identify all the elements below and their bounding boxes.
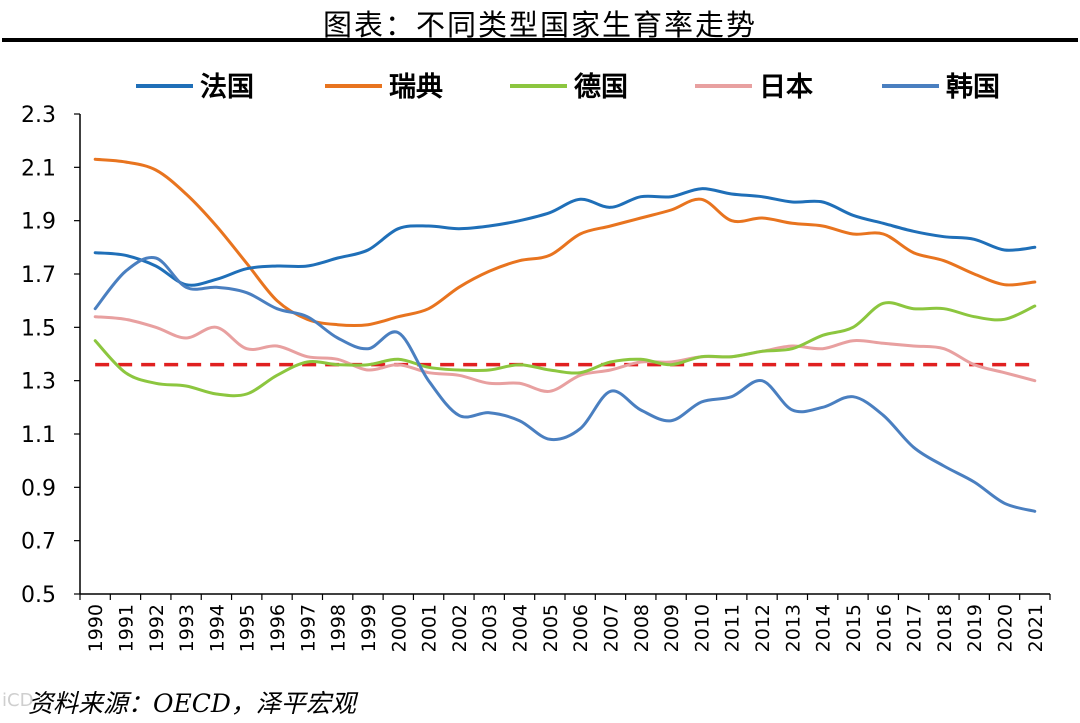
legend-label: 法国 xyxy=(200,72,254,103)
y-tick-label: 1.3 xyxy=(21,370,56,395)
x-tick-label: 2014 xyxy=(813,604,835,652)
x-tick-label: 2017 xyxy=(904,604,926,652)
x-tick-label: 2016 xyxy=(873,604,895,652)
x-tick-label: 2008 xyxy=(631,604,653,652)
x-tick-label: 2010 xyxy=(691,604,713,652)
chart-title: 图表：不同类型国家生育率走势 xyxy=(322,8,757,42)
series-line xyxy=(93,187,1037,287)
legend-label: 韩国 xyxy=(946,72,1000,103)
x-tick-label: 1994 xyxy=(206,604,228,652)
title-divider xyxy=(2,38,1078,42)
y-tick-label: 1.1 xyxy=(21,423,56,448)
legend: 法国 瑞典 德国 日本 韩国 xyxy=(136,72,1000,103)
x-tick-label: 2001 xyxy=(419,604,441,652)
x-tick-label: 1996 xyxy=(267,604,289,652)
y-tick-label: 2.3 xyxy=(21,103,56,128)
x-tick-label: 1991 xyxy=(115,604,137,652)
axes xyxy=(79,114,1050,595)
legend-label: 日本 xyxy=(759,72,813,103)
x-tick-label: 1993 xyxy=(176,604,198,652)
x-tick-label: 1999 xyxy=(358,604,380,652)
source-note: 资料来源：OECD，泽平宏观 xyxy=(28,689,356,718)
series-line xyxy=(93,315,1037,393)
x-tick-label: 2004 xyxy=(510,604,532,652)
x-tick-label: 2012 xyxy=(752,604,774,652)
x-tick-label: 2013 xyxy=(782,604,804,652)
watermark-text: iCD xyxy=(2,690,34,711)
y-tick-label: 1.9 xyxy=(21,210,56,235)
x-tick-label: 2006 xyxy=(570,604,592,652)
y-tick-label: 1.7 xyxy=(21,263,56,288)
x-tick-label: 1995 xyxy=(237,604,259,652)
x-tick-label: 1997 xyxy=(297,604,319,652)
x-tick-label: 2005 xyxy=(540,604,562,652)
x-axis-tick-labels: 1990 1991 1992 1993 1994 1995 1996 1997 1998 1999… xyxy=(79,594,1051,652)
x-tick-label: 2018 xyxy=(934,604,956,652)
x-tick-label: 2007 xyxy=(600,604,622,652)
x-tick-label: 2015 xyxy=(843,604,865,652)
y-tick-label: 0.7 xyxy=(21,530,56,555)
series-line xyxy=(93,301,1037,398)
series-line xyxy=(93,157,1037,328)
x-tick-label: 2003 xyxy=(479,604,501,652)
y-tick-label: 2.1 xyxy=(21,156,56,181)
x-tick-label: 2011 xyxy=(722,604,744,652)
x-tick-label: 2009 xyxy=(661,604,683,652)
x-tick-label: 2021 xyxy=(1025,604,1047,652)
y-axis-ticks: 0.5 0.7 0.9 1.1 1.3 1.5 1.7 1.9 2.1 2.3 xyxy=(21,103,80,608)
y-tick-label: 1.5 xyxy=(21,316,56,341)
x-tick-label: 2019 xyxy=(964,604,986,652)
x-tick-label: 2020 xyxy=(995,604,1017,652)
y-tick-label: 0.9 xyxy=(21,476,56,501)
y-tick-label: 0.5 xyxy=(21,583,56,608)
legend-label: 瑞典 xyxy=(389,72,443,103)
x-tick-label: 2000 xyxy=(388,604,410,652)
series-lines xyxy=(93,157,1037,513)
x-tick-label: 2002 xyxy=(449,604,471,652)
x-tick-label: 1990 xyxy=(85,604,107,652)
series-line xyxy=(93,255,1037,513)
x-tick-label: 1992 xyxy=(146,604,168,652)
legend-label: 德国 xyxy=(574,72,628,103)
x-tick-label: 1998 xyxy=(328,604,350,652)
